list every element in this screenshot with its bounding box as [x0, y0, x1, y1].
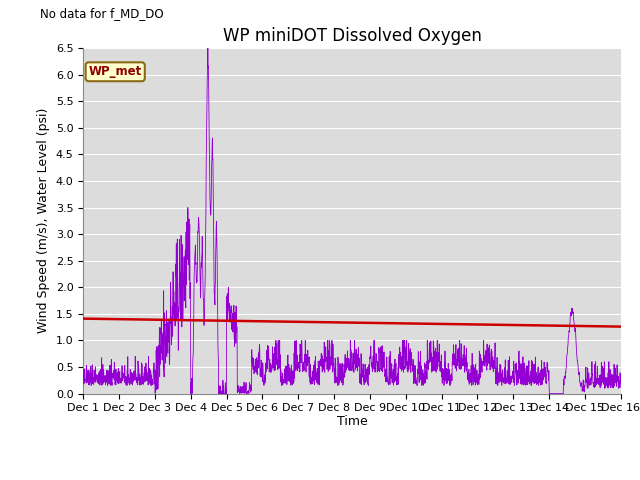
- Title: WP miniDOT Dissolved Oxygen: WP miniDOT Dissolved Oxygen: [223, 27, 481, 45]
- X-axis label: Time: Time: [337, 415, 367, 428]
- Text: No data for f_MD_DO: No data for f_MD_DO: [40, 7, 164, 20]
- Text: WP_met: WP_met: [88, 65, 142, 78]
- Legend: WP_ws, f_WaterLevel: WP_ws, f_WaterLevel: [241, 475, 463, 480]
- Y-axis label: Wind Speed (m/s), Water Level (psi): Wind Speed (m/s), Water Level (psi): [37, 108, 50, 334]
